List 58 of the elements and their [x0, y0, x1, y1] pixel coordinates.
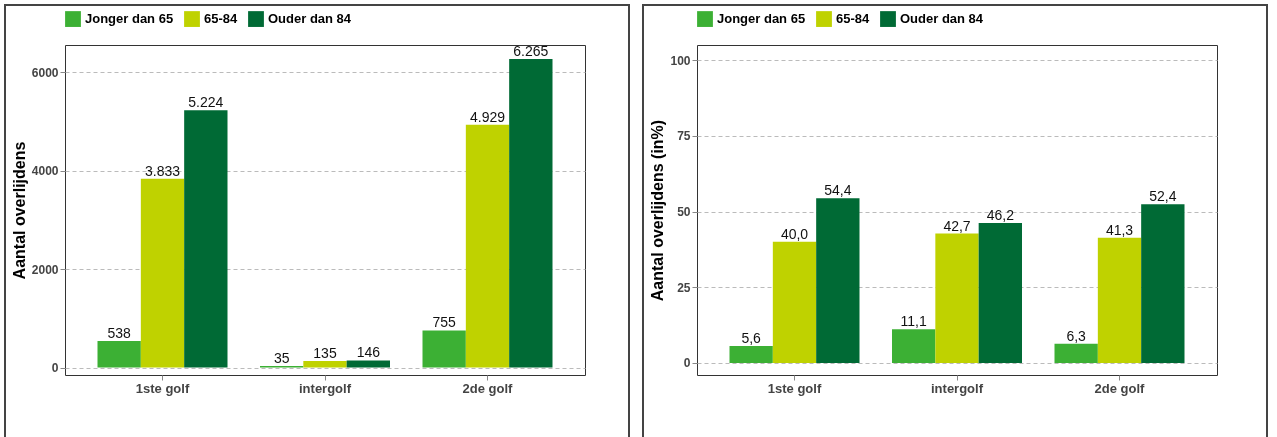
- x-tick-label: 1ste golf: [135, 380, 190, 396]
- x-tick-label: 1ste golf: [767, 380, 822, 396]
- legend-label: Jonger dan 65: [717, 11, 806, 27]
- y-tick-label: 100: [670, 53, 691, 68]
- x-tick-label: intergolf: [931, 380, 984, 396]
- data-label: 5,6: [741, 329, 762, 346]
- legend-label: Ouder dan 84: [268, 11, 352, 27]
- bar: [140, 178, 185, 368]
- bar: [422, 330, 466, 368]
- y-tick-label: 75: [677, 129, 691, 144]
- bar: [816, 198, 860, 363]
- legend-label: Jonger dan 65: [85, 11, 174, 27]
- x-tick-label: intergolf: [299, 380, 352, 396]
- data-label: 135: [313, 344, 337, 361]
- data-label: 755: [432, 314, 457, 331]
- data-label: 46,2: [986, 207, 1015, 224]
- y-tick-label: 25: [677, 280, 691, 295]
- bar: [1141, 204, 1185, 363]
- bar: [465, 124, 510, 368]
- data-label: 40,0: [780, 225, 809, 242]
- data-label: 5.224: [188, 94, 224, 111]
- y-tick-label: 0: [51, 361, 59, 376]
- bar: [509, 59, 553, 368]
- y-tick-label: 6000: [31, 65, 59, 80]
- legend-label: Ouder dan 84: [900, 11, 984, 27]
- y-tick-label: 0: [683, 356, 691, 371]
- y-tick-label: 2000: [31, 262, 59, 277]
- legend-label: 65-84: [836, 11, 871, 27]
- bar: [1097, 237, 1142, 363]
- x-tick-label: 2de golf: [462, 380, 514, 396]
- bar: [303, 360, 347, 368]
- bar: [935, 233, 979, 363]
- data-label: 52,4: [1149, 188, 1177, 205]
- bar: [772, 241, 817, 363]
- bar: [1054, 343, 1098, 363]
- x-tick-label: 2de golf: [1094, 380, 1146, 396]
- data-label: 146: [356, 344, 381, 361]
- bar: [346, 360, 390, 368]
- bar: [892, 329, 936, 363]
- bar: [97, 341, 141, 368]
- data-label: 11,1: [900, 313, 927, 330]
- legend-label: 65-84: [204, 11, 239, 27]
- data-label: 4.929: [469, 108, 506, 125]
- y-axis-title: Aantal overlijdens: [10, 141, 28, 280]
- y-axis-title: Aantal overlijdens (in%): [649, 119, 667, 302]
- y-tick-label: 4000: [31, 164, 59, 179]
- y-tick-label: 50: [677, 205, 691, 220]
- bar: [729, 345, 773, 363]
- data-label: 41,3: [1105, 221, 1134, 238]
- bar: [184, 110, 228, 368]
- data-label: 35: [273, 349, 290, 366]
- data-label: 538: [107, 325, 132, 342]
- data-label: 54,4: [824, 182, 852, 199]
- data-label: 6,3: [1066, 327, 1087, 344]
- bar: [978, 223, 1022, 363]
- data-label: 42,7: [943, 217, 971, 234]
- data-label: 6.265: [513, 43, 549, 60]
- data-label: 3.833: [144, 162, 181, 179]
